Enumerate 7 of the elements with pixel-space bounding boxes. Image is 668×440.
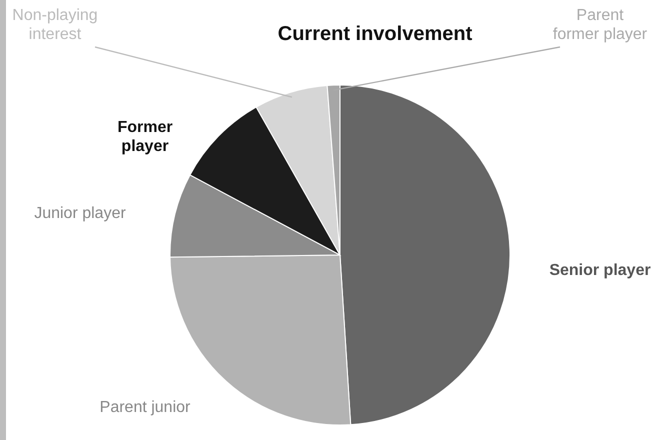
slice-label: Junior player — [34, 205, 126, 222]
text: Current involvement — [278, 23, 473, 45]
slice-label: Parent junior — [100, 399, 192, 416]
slice-label: Former player — [117, 119, 173, 155]
slice-label: Parent former player — [552, 7, 648, 43]
slice-label: Senior player — [549, 262, 651, 279]
slice-label: Non-playing interest — [12, 7, 98, 43]
